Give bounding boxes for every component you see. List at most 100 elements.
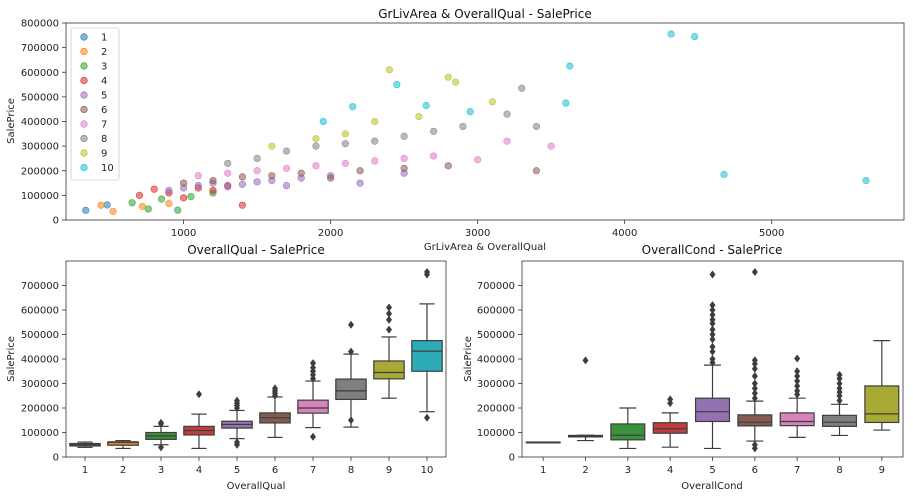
outlier-point (794, 377, 801, 386)
y-tick-label: 400000 (21, 117, 59, 128)
outlier-point (709, 342, 716, 351)
scatter-point (532, 122, 541, 131)
scatter-x-axis-label: GrLivArea & OverallQual (424, 242, 546, 253)
scatter-point (444, 73, 452, 81)
outlier-point (272, 384, 278, 393)
scatter-point (371, 157, 379, 165)
scatter-point (135, 191, 144, 199)
scatter-point (238, 180, 247, 188)
legend-label: 5 (101, 91, 107, 102)
scatter-point (194, 181, 202, 190)
overallqual-x-ticks: 1 2 3 4 5 6 7 8 9 10 (82, 457, 433, 476)
scatter-point (97, 201, 105, 209)
outlier-point (234, 438, 240, 447)
scatter-point (174, 206, 182, 214)
scatter-point (356, 179, 364, 187)
outlier-point (836, 370, 843, 379)
legend-marker (80, 76, 88, 85)
legend-label: 10 (101, 163, 114, 174)
outlier-point (424, 413, 430, 422)
outlier-point (348, 416, 354, 425)
overallqual-boxes (69, 268, 443, 452)
legend-label: 1 (101, 33, 107, 44)
outlier-point (751, 440, 758, 449)
outlier-point (386, 309, 392, 318)
scatter-y-ticks: 0 100000 200000 300000 400000 500000 600000 700… (21, 19, 66, 227)
box-8 (821, 370, 858, 437)
scatter-point (459, 122, 467, 131)
scatter-point (400, 154, 408, 163)
scatter-point (341, 130, 349, 138)
overallqual-y-ticks: 0 100000 200000 300000 400000 500000 600000 700… (21, 281, 66, 464)
box-4 (652, 395, 688, 448)
scatter-point (180, 194, 188, 202)
scatter-y-axis-label: SalePrice (6, 98, 17, 144)
legend-marker (80, 33, 88, 41)
y-tick-label: 0 (53, 453, 59, 464)
iqr-box (411, 340, 443, 372)
scatter-point (547, 142, 555, 150)
y-tick-label: 300000 (21, 142, 59, 153)
iqr-box (335, 378, 367, 401)
scatter-point (422, 101, 430, 110)
scatter-point (371, 137, 379, 145)
box-5 (694, 270, 731, 450)
box-3 (610, 407, 646, 450)
outlier-point (709, 306, 716, 314)
scatter-point (165, 199, 173, 208)
outlier-point (709, 330, 716, 339)
x-tick-label: 2 (120, 465, 126, 476)
scatter-point (180, 179, 188, 187)
overallcond-y-ticks: 0 100000 200000 300000 400000 500000 600000 700… (477, 281, 522, 464)
overallqual-y-axis-label: SalePrice (6, 336, 17, 382)
scatter-title: GrLivArea & OverallQual - SalePrice (378, 7, 592, 21)
y-tick-label: 800000 (21, 19, 59, 30)
scatter-point (312, 162, 320, 170)
outlier-point (836, 396, 843, 405)
x-tick-label: 5 (234, 465, 240, 476)
legend-marker (80, 149, 88, 157)
legend-label: 2 (101, 47, 107, 58)
x-tick-label: 4 (667, 465, 673, 476)
outlier-point (751, 268, 758, 277)
legend-marker (80, 47, 88, 56)
scatter-point (474, 156, 482, 164)
scatter-point (385, 66, 394, 74)
scatter-point (451, 78, 460, 86)
y-tick-label: 200000 (21, 404, 59, 415)
iqr-box (652, 422, 688, 434)
scatter-point (187, 193, 195, 201)
scatter-point (150, 185, 158, 193)
scatter-point (532, 167, 541, 175)
scatter-point (503, 110, 511, 118)
scatter-point (400, 132, 408, 140)
scatter-point (194, 172, 202, 180)
outlier-point (709, 347, 716, 356)
box-1 (69, 441, 101, 448)
box-5 (221, 396, 253, 449)
x-tick-label: 3 (625, 465, 631, 476)
y-tick-label: 600000 (21, 68, 59, 79)
scatter-point (327, 174, 335, 182)
scatter-point (224, 159, 232, 167)
outlier-point (709, 310, 716, 319)
x-tick-label: 6 (752, 465, 758, 476)
y-tick-label: 600000 (21, 306, 59, 317)
box-6 (259, 384, 291, 438)
outlier-point (794, 386, 801, 395)
outlier-point (751, 389, 758, 398)
outlier-point (709, 325, 716, 334)
scatter-point (429, 127, 438, 135)
y-tick-label: 700000 (21, 43, 59, 54)
scatter-point (400, 164, 408, 172)
overallcond-y-axis-label: SalePrice (463, 336, 474, 382)
box-8 (335, 320, 367, 428)
iqr-box (610, 423, 646, 441)
outlier-point (751, 379, 758, 388)
scatter-point (128, 199, 136, 207)
scatter-plot-frame (65, 22, 905, 221)
outlier-point (348, 320, 354, 329)
outlier-point (794, 381, 801, 390)
legend-marker (80, 163, 88, 172)
